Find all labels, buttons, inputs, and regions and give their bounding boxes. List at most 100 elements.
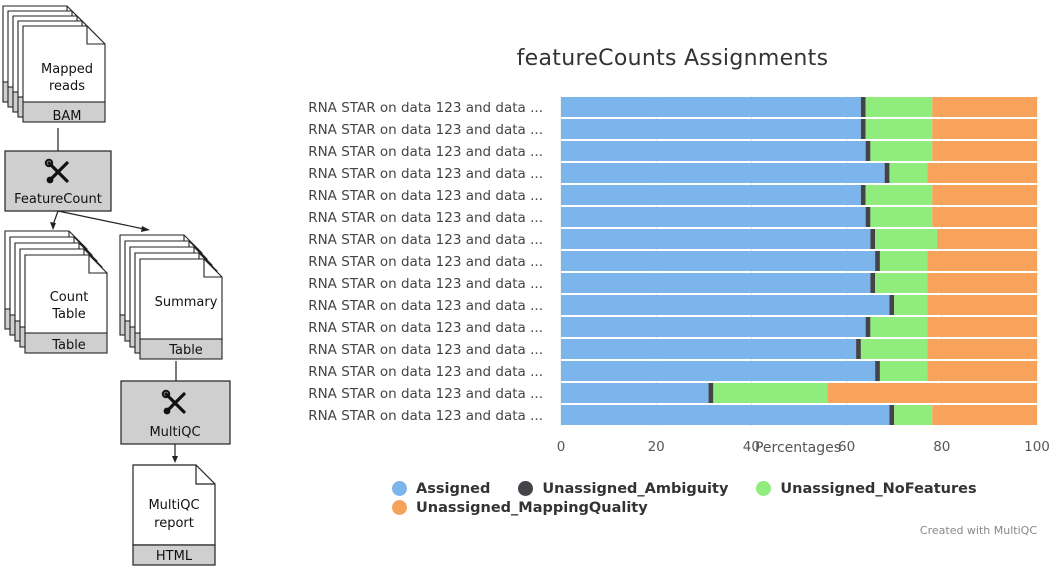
bar-segment[interactable] [889,295,895,315]
bar-segment[interactable] [879,251,928,271]
y-tick-label: RNA STAR on data 123 and data ... [308,386,543,402]
x-tick-label: 20 [648,439,665,455]
bar-segment[interactable] [856,339,861,359]
workflow-diagram: Mapped reads BAM FeatureCount Count Tabl… [2,5,231,566]
legend-item[interactable]: Unassigned_MappingQuality [392,500,648,516]
bar-segment[interactable] [875,229,938,249]
bar-segment[interactable] [894,405,933,425]
bar-segment[interactable] [561,163,885,183]
bar-segment[interactable] [932,97,1037,117]
bar-segment[interactable] [894,295,928,315]
y-tick-label: RNA STAR on data 123 and data ... [308,122,543,138]
bar-segment[interactable] [561,119,861,139]
bar-segment[interactable] [927,317,1037,337]
bar-segment[interactable] [860,185,866,205]
bar-segment[interactable] [561,273,871,293]
document-page [24,254,108,354]
bar-segment[interactable] [875,251,880,271]
legend-item[interactable]: Unassigned_NoFeatures [756,481,977,497]
legend-swatch [392,481,407,496]
document-page [22,25,106,123]
bam-document-stack: Mapped reads BAM [2,5,106,124]
multiqc-label: MultiQC [149,425,200,440]
bar-segment[interactable] [875,273,928,293]
bar-segment[interactable] [932,185,1037,205]
bar-segment[interactable] [713,383,828,403]
bar-segment[interactable] [889,163,928,183]
multiqc-tool: MultiQC [120,380,231,445]
wrench-screwdriver-icon [161,389,186,415]
legend-swatch [756,481,772,496]
bar-segment[interactable] [827,383,1037,403]
bar-segment[interactable] [860,119,866,139]
bar-segment[interactable] [561,251,876,271]
bar-segment[interactable] [870,229,876,249]
bar-segment[interactable] [927,273,1037,293]
bar-segment[interactable] [561,295,890,315]
chart-title: featureCounts Assignments [516,46,829,71]
y-tick-label: RNA STAR on data 123 and data ... [308,276,543,292]
y-tick-label: RNA STAR on data 123 and data ... [308,320,543,336]
legend-label: Unassigned_Ambiguity [542,480,729,497]
bar-segment[interactable] [932,141,1037,161]
stacked-bar-chart: RNA STAR on data 123 and data ... RNA STA… [308,96,1049,456]
bar-segment[interactable] [932,207,1037,227]
summary-document-stack: Summary Table [119,234,223,360]
legend-item[interactable]: Unassigned_Ambiguity [518,481,728,497]
bar-segment[interactable] [932,405,1037,425]
bar-segment[interactable] [561,383,709,403]
bar-segment[interactable] [932,119,1037,139]
bar-segment[interactable] [708,383,714,403]
bar-segment[interactable] [884,163,890,183]
bar-segment[interactable] [870,273,876,293]
bar-segment[interactable] [870,317,928,337]
summary-doc-line1: Summary [155,295,218,310]
bar-segment[interactable] [865,119,933,139]
legend-item[interactable]: Assigned [392,481,490,497]
bar-segment[interactable] [927,361,1037,381]
bar-segment[interactable] [927,295,1037,315]
bar-segment[interactable] [865,185,933,205]
bar-segment[interactable] [561,229,871,249]
bar-segment[interactable] [860,339,928,359]
featurecount-tool: FeatureCount [4,150,112,212]
y-axis-labels: RNA STAR on data 123 and data ... RNA STA… [308,100,543,424]
y-tick-label: RNA STAR on data 123 and data ... [308,408,543,424]
bar-segment[interactable] [561,361,876,381]
bar-segment[interactable] [865,207,871,227]
bar-segment[interactable] [561,185,861,205]
document-page [139,258,223,360]
y-tick-label: RNA STAR on data 123 and data ... [308,100,543,116]
bar-segment[interactable] [865,97,933,117]
bar-segment[interactable] [561,405,890,425]
wrench-screwdriver-icon [44,158,69,184]
bar-segment[interactable] [865,141,871,161]
bar-segment[interactable] [860,97,866,117]
bar-segment[interactable] [561,97,861,117]
count-table-document-stack: Count Table Table [4,230,108,354]
report-doc-line2: report [154,516,194,531]
bar-segment[interactable] [561,339,857,359]
bar-segment[interactable] [561,317,866,337]
featurecount-label: FeatureCount [14,192,102,207]
credit-text: Created with MultiQC [919,524,1037,537]
bar-segment[interactable] [870,141,933,161]
bar-segment[interactable] [889,405,895,425]
x-axis-label: Percentages [755,440,841,456]
bam-doc-type: BAM [52,109,81,124]
bar-segment[interactable] [865,317,871,337]
y-tick-label: RNA STAR on data 123 and data ... [308,254,543,270]
bar-segment[interactable] [937,229,1037,249]
bar-segment[interactable] [927,339,1037,359]
bar-segment[interactable] [879,361,928,381]
bar-segment[interactable] [561,207,866,227]
bar-segment[interactable] [870,207,933,227]
bar-segment[interactable] [875,361,880,381]
y-tick-label: RNA STAR on data 123 and data ... [308,298,543,314]
bar-segment[interactable] [561,141,866,161]
bar-segment[interactable] [927,251,1037,271]
bars [561,97,1037,425]
bar-segment[interactable] [927,163,1037,183]
x-tick-label: 100 [1024,439,1049,455]
count-doc-line2: Table [51,307,86,322]
